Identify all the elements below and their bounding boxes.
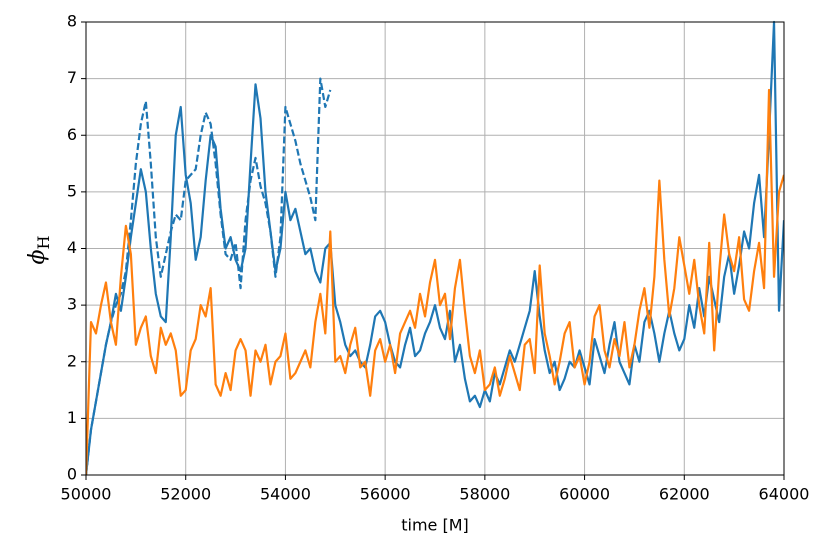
y-tick-label: 1 <box>67 408 77 427</box>
x-tick-label: 54000 <box>260 485 311 504</box>
data-line <box>86 20 784 475</box>
y-tick-label: 7 <box>67 68 77 87</box>
x-axis-label: time [M] <box>401 516 469 535</box>
y-tick-label: 0 <box>67 465 77 484</box>
y-tick-label: 8 <box>67 12 77 31</box>
x-tick-label: 64000 <box>759 485 810 504</box>
y-tick-label: 6 <box>67 125 77 144</box>
x-tick-label: 56000 <box>360 485 411 504</box>
x-tick-label: 50000 <box>61 485 112 504</box>
x-tick-label: 52000 <box>160 485 211 504</box>
y-tick-label: 4 <box>67 238 77 257</box>
x-tick-label: 60000 <box>559 485 610 504</box>
y-axis-label: ϕH <box>25 235 53 264</box>
y-tick-label: 3 <box>67 295 77 314</box>
x-tick-label: 62000 <box>659 485 710 504</box>
plot-frame <box>85 21 785 476</box>
y-tick-label: 2 <box>67 351 77 370</box>
y-label-sub: H <box>34 235 53 249</box>
data-line <box>86 88 784 475</box>
data-line <box>86 77 332 475</box>
y-label-main: ϕ <box>25 249 50 264</box>
y-tick-label: 5 <box>67 181 77 200</box>
x-tick-label: 58000 <box>459 485 510 504</box>
